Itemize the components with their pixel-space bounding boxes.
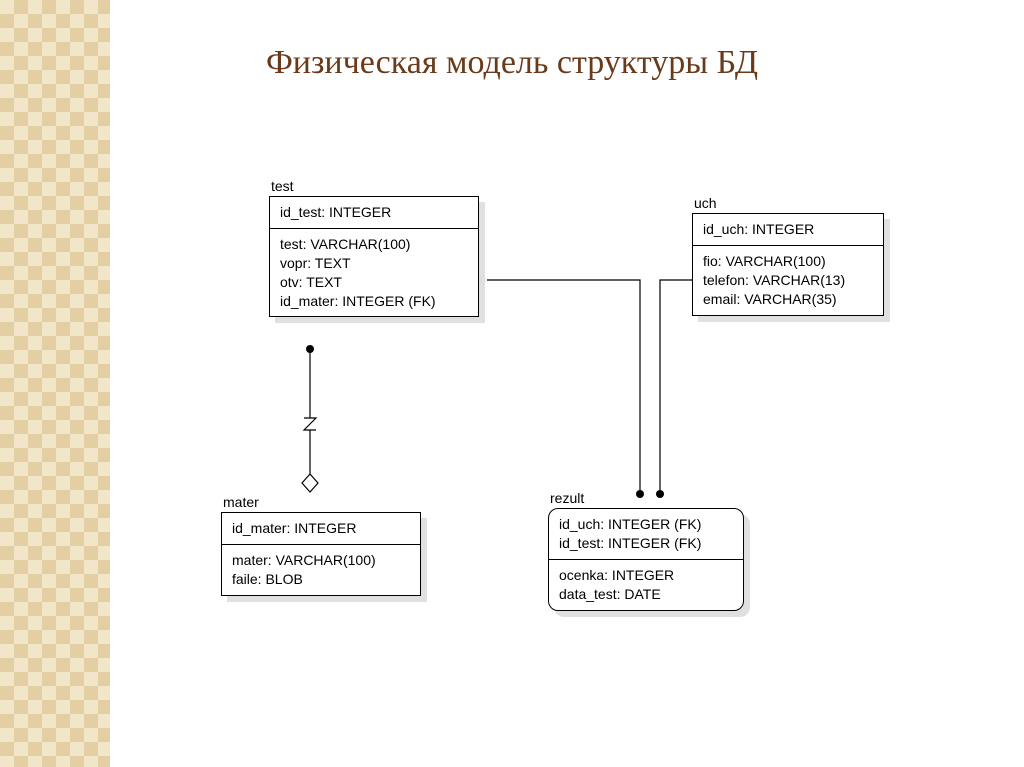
- rel-test-mater-z: [304, 418, 316, 430]
- entity-uch-pk: id_uch: INTEGER: [693, 214, 883, 246]
- rel-test-mater-dot: [306, 345, 314, 353]
- entity-mater: mater id_mater: INTEGER mater: VARCHAR(1…: [221, 494, 421, 596]
- entity-uch-attrs: fio: VARCHAR(100) telefon: VARCHAR(13) e…: [693, 246, 883, 315]
- erd-canvas: test id_test: INTEGER test: VARCHAR(100)…: [0, 0, 1024, 767]
- entity-test-pk: id_test: INTEGER: [270, 197, 478, 229]
- entity-rezult-pk: id_uch: INTEGER (FK) id_test: INTEGER (F…: [549, 509, 743, 560]
- relationship-lines: [0, 0, 1024, 767]
- rel-test-rezult-line: [487, 280, 640, 494]
- entity-uch: uch id_uch: INTEGER fio: VARCHAR(100) te…: [692, 195, 884, 316]
- entity-rezult-attrs: ocenka: INTEGER data_test: DATE: [549, 560, 743, 610]
- entity-rezult-box: id_uch: INTEGER (FK) id_test: INTEGER (F…: [548, 508, 744, 611]
- entity-mater-box: id_mater: INTEGER mater: VARCHAR(100) fa…: [221, 512, 421, 596]
- entity-mater-attrs: mater: VARCHAR(100) faile: BLOB: [222, 545, 420, 595]
- entity-mater-pk: id_mater: INTEGER: [222, 513, 420, 545]
- entity-test: test id_test: INTEGER test: VARCHAR(100)…: [269, 178, 479, 317]
- entity-rezult: rezult id_uch: INTEGER (FK) id_test: INT…: [548, 490, 744, 611]
- entity-uch-box: id_uch: INTEGER fio: VARCHAR(100) telefo…: [692, 213, 884, 316]
- entity-mater-name: mater: [221, 494, 421, 512]
- rel-test-mater-diamond: [302, 474, 318, 492]
- entity-test-box: id_test: INTEGER test: VARCHAR(100) vopr…: [269, 196, 479, 317]
- entity-rezult-name: rezult: [548, 490, 744, 508]
- entity-uch-name: uch: [692, 195, 884, 213]
- entity-test-name: test: [269, 178, 479, 196]
- rel-uch-rezult-line: [660, 280, 692, 494]
- entity-test-attrs: test: VARCHAR(100) vopr: TEXT otv: TEXT …: [270, 229, 478, 317]
